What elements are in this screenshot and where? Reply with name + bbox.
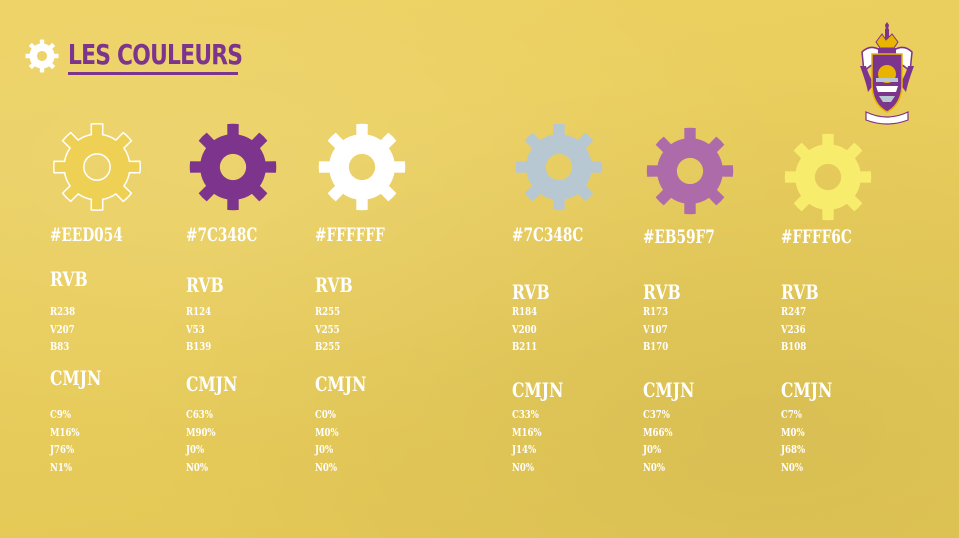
- cmjn-value: J0%: [186, 443, 205, 456]
- cmjn-value: N0%: [643, 460, 665, 474]
- rvb-value: R173: [643, 305, 669, 318]
- cmjn-value: J0%: [643, 443, 662, 456]
- rvb-heading: RVB: [512, 280, 550, 304]
- rvb-values: R247 V236 B108: [781, 303, 813, 356]
- gear-icon: [781, 130, 875, 224]
- cmjn-value: N0%: [781, 460, 803, 474]
- rvb-values: R255 V255 B255: [315, 303, 347, 356]
- rvb-value: B83: [50, 340, 70, 353]
- cmjn-value: C33%: [512, 408, 539, 421]
- rvb-value: R255: [315, 305, 341, 318]
- rvb-value: V200: [512, 322, 537, 336]
- rvb-value: V53: [186, 322, 205, 336]
- gear-icon: [315, 120, 409, 214]
- hex-code: #7C348C: [512, 224, 584, 246]
- cmjn-value: J68%: [781, 443, 806, 456]
- rvb-value: V207: [50, 322, 75, 336]
- gear-icon: [186, 120, 280, 214]
- rvb-heading: RVB: [50, 267, 88, 291]
- gear-icon: [512, 120, 606, 214]
- hex-code: #FFFFFF: [315, 224, 385, 246]
- cmjn-heading: CMJN: [50, 366, 102, 390]
- rvb-value: B255: [315, 340, 341, 353]
- rvb-values: R173 V107 B170: [643, 303, 675, 356]
- rvb-value: B170: [643, 340, 669, 353]
- gear-icon: [643, 124, 737, 218]
- rvb-value: R247: [781, 305, 807, 318]
- hex-code: #EED054: [50, 224, 123, 246]
- rvb-value: R124: [186, 305, 212, 318]
- cmjn-heading: CMJN: [186, 372, 238, 396]
- cmjn-heading: CMJN: [781, 378, 833, 402]
- rvb-value: B108: [781, 340, 807, 353]
- coat-of-arms-crest: [860, 22, 914, 125]
- rvb-value: R184: [512, 305, 538, 318]
- cmjn-value: C7%: [781, 408, 802, 421]
- rvb-value: B139: [186, 340, 212, 353]
- rvb-values: R184 V200 B211: [512, 303, 544, 356]
- cmjn-value: C37%: [643, 408, 670, 421]
- hex-code: #EB59F7: [643, 226, 715, 248]
- cmjn-value: M16%: [512, 425, 542, 439]
- rvb-heading: RVB: [643, 280, 681, 304]
- cmjn-heading: CMJN: [643, 378, 695, 402]
- cmjn-value: N0%: [315, 460, 337, 474]
- cmjn-value: C0%: [315, 408, 336, 421]
- cmjn-heading: CMJN: [315, 372, 367, 396]
- rvb-value: V255: [315, 322, 340, 336]
- hex-code: #7C348C: [186, 224, 258, 246]
- cmjn-heading: CMJN: [512, 378, 564, 402]
- gear-icon: [50, 120, 144, 214]
- cmjn-values: C9% M16% J76% N1%: [50, 406, 88, 476]
- cmjn-value: N0%: [512, 460, 534, 474]
- rvb-heading: RVB: [315, 273, 353, 297]
- cmjn-value: M16%: [50, 425, 80, 439]
- title-underline: [68, 72, 238, 75]
- cmjn-values: C7% M0% J68% N0%: [781, 406, 812, 476]
- cmjn-value: J14%: [512, 443, 537, 456]
- cmjn-value: N1%: [50, 460, 72, 474]
- rvb-value: V107: [643, 322, 668, 336]
- cmjn-value: C63%: [186, 408, 213, 421]
- rvb-values: R238 V207 B83: [50, 303, 82, 356]
- cmjn-values: C33% M16% J14% N0%: [512, 406, 550, 476]
- cmjn-value: M0%: [315, 425, 339, 439]
- rvb-value: B211: [512, 340, 538, 353]
- cmjn-value: C9%: [50, 408, 71, 421]
- cmjn-value: J0%: [315, 443, 334, 456]
- cmjn-values: C0% M0% J0% N0%: [315, 406, 345, 476]
- page-title: LES COULEURS: [68, 38, 243, 71]
- cmjn-value: N0%: [186, 460, 208, 474]
- gear-icon: [25, 39, 59, 73]
- cmjn-value: J76%: [50, 443, 75, 456]
- cmjn-values: C37% M66% J0% N0%: [643, 406, 681, 476]
- rvb-value: V236: [781, 322, 806, 336]
- rvb-heading: RVB: [781, 280, 819, 304]
- hex-code: #FFFF6C: [781, 226, 852, 248]
- cmjn-value: M66%: [643, 425, 673, 439]
- cmjn-value: M0%: [781, 425, 805, 439]
- rvb-heading: RVB: [186, 273, 224, 297]
- rvb-values: R124 V53 B139: [186, 303, 218, 356]
- rvb-value: R238: [50, 305, 76, 318]
- cmjn-values: C63% M90% J0% N0%: [186, 406, 224, 476]
- cmjn-value: M90%: [186, 425, 216, 439]
